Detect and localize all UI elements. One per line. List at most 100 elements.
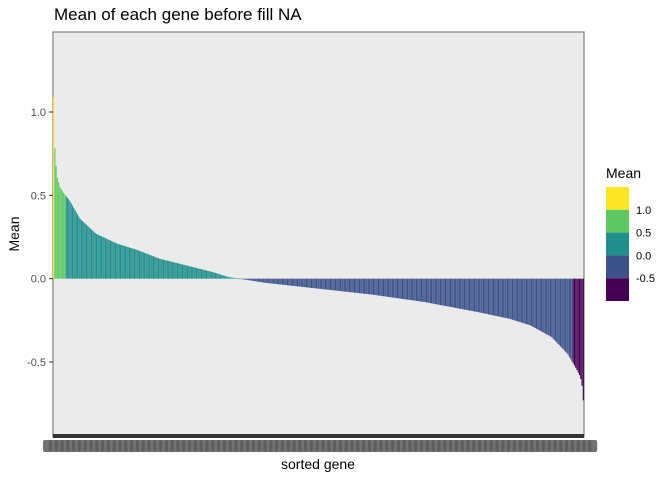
bar — [223, 275, 225, 279]
legend-label: 0.0 — [636, 250, 651, 262]
bar — [482, 278, 484, 314]
bar — [380, 278, 382, 296]
bar — [457, 278, 459, 309]
bar — [73, 207, 75, 279]
bar — [475, 278, 477, 312]
bar — [508, 278, 510, 319]
bar — [446, 278, 448, 307]
bar — [382, 278, 385, 297]
bar — [568, 278, 570, 357]
bar — [331, 278, 333, 291]
bar — [505, 278, 507, 319]
color-legend: Mean 1.0 0.5 0.0 -0.5 — [606, 165, 655, 301]
bar — [438, 278, 440, 305]
bar — [269, 278, 271, 284]
bar — [88, 227, 90, 279]
bar — [513, 278, 515, 321]
bar — [241, 278, 243, 280]
x-axis-title: sorted gene — [281, 456, 355, 472]
bar — [441, 278, 443, 306]
bar — [302, 278, 304, 287]
bar — [451, 278, 453, 308]
bar — [479, 278, 481, 313]
bar — [128, 247, 130, 279]
bar — [546, 278, 548, 335]
bar — [334, 278, 337, 291]
bar — [185, 265, 187, 279]
bar — [131, 248, 133, 279]
bar — [106, 238, 108, 279]
bar — [529, 278, 531, 326]
bar — [113, 242, 115, 279]
bar — [375, 278, 377, 296]
bar — [341, 278, 343, 292]
bar — [303, 278, 305, 288]
bar — [427, 278, 429, 303]
y-tick-label: 1.0 — [31, 107, 46, 119]
bar — [492, 278, 495, 316]
bar — [55, 166, 57, 279]
bar — [453, 278, 455, 308]
bar — [321, 278, 323, 290]
bar — [410, 278, 412, 301]
bar — [97, 234, 99, 279]
bar — [577, 278, 579, 373]
bar — [423, 278, 425, 302]
bar — [68, 199, 70, 279]
bar — [336, 278, 338, 291]
bar — [565, 278, 567, 352]
bar — [491, 278, 493, 316]
bar — [332, 278, 334, 291]
bar — [318, 278, 320, 289]
bar — [260, 278, 262, 283]
bar — [500, 278, 502, 317]
legend-label: 1.0 — [636, 205, 651, 217]
bar — [346, 278, 348, 292]
bar — [523, 278, 525, 324]
bar — [99, 235, 101, 279]
bar — [524, 278, 526, 324]
bar — [308, 278, 310, 288]
bar — [192, 267, 194, 279]
bar — [476, 278, 478, 312]
bar — [194, 267, 196, 279]
bar — [499, 278, 501, 317]
bar — [288, 278, 290, 286]
y-tick-label: 0.5 — [31, 190, 46, 202]
bar — [276, 278, 278, 285]
bar — [386, 278, 388, 297]
bar — [365, 278, 367, 294]
bar — [581, 278, 583, 386]
bar — [298, 278, 300, 287]
bar — [323, 278, 325, 290]
bar — [516, 278, 519, 322]
bar — [221, 274, 223, 279]
bar — [360, 278, 362, 294]
bar — [252, 278, 254, 281]
bar — [245, 278, 247, 280]
bar — [463, 278, 466, 310]
bar — [178, 263, 180, 279]
bar — [552, 278, 554, 339]
bar — [461, 278, 463, 310]
bar — [281, 278, 283, 285]
bar — [525, 278, 527, 325]
bar — [347, 278, 349, 292]
bar — [372, 278, 374, 295]
bar — [145, 253, 147, 279]
bar — [123, 245, 125, 279]
bar — [233, 277, 235, 279]
bar — [415, 278, 417, 301]
bar — [137, 250, 139, 279]
bar — [171, 261, 173, 279]
legend-title: Mean — [606, 165, 641, 181]
bar — [547, 278, 549, 336]
bar — [262, 278, 265, 283]
bar — [339, 278, 342, 292]
bar — [549, 278, 551, 337]
bar — [261, 278, 263, 283]
bar — [353, 278, 356, 293]
bar — [305, 278, 307, 288]
bar — [87, 225, 89, 279]
bar — [494, 278, 496, 316]
